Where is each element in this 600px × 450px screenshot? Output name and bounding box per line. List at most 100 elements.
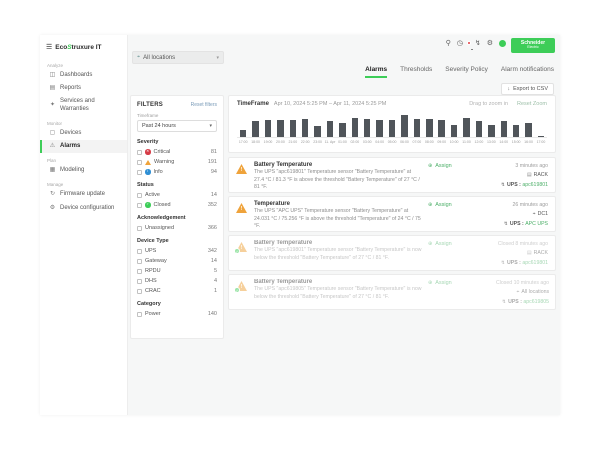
location-filter-dropdown[interactable]: ⌖ All locations ▾ [132, 51, 224, 64]
chart-bar [249, 111, 261, 137]
alarm-time: Closed 10 minutes ago [496, 280, 550, 286]
dhs-count: 4 [213, 278, 217, 284]
warning-triangle-icon: ! [236, 162, 248, 188]
tab-alarm-notifications[interactable]: Alarm notifications [500, 66, 554, 73]
warning-icon [145, 159, 151, 165]
sidebar-item-modeling[interactable]: ▦ Modeling [40, 164, 127, 177]
notification-badge [467, 41, 472, 45]
info-checkbox[interactable] [137, 169, 142, 175]
chart-tick-label: 03:00 [362, 139, 372, 144]
device-configuration-icon: ⚙ [49, 204, 56, 211]
search-icon[interactable]: ⚲ [445, 40, 451, 47]
tab-severity-policy[interactable]: Severity Policy [445, 66, 488, 73]
alarm-location: ▤ RACK [526, 172, 548, 179]
chart-bar [386, 111, 398, 137]
menu-icon[interactable]: ☰ [46, 44, 53, 51]
rack-icon: ▤ [526, 172, 532, 179]
alarm-location: ▤ RACK [526, 250, 548, 257]
alarm-card-closed[interactable]: ! ✓ Battery Temperature The UPS "apc6198… [228, 274, 556, 310]
schneider-electric-logo[interactable]: Schneider Electric [511, 38, 555, 53]
critical-icon: ✕ [145, 149, 151, 155]
active-checkbox[interactable] [137, 192, 142, 198]
critical-checkbox[interactable] [137, 149, 142, 155]
chart-tick-label: 17:00 [238, 139, 248, 144]
sidebar-item-label: Services and Warranties [60, 98, 95, 112]
timeframe-label: Timeframe [137, 113, 159, 118]
assign-button[interactable]: ⊕ Assign [428, 280, 452, 286]
tab-thresholds[interactable]: Thresholds [400, 66, 433, 73]
assign-icon: ⊕ [428, 280, 433, 286]
chart-tick-label: 04:00 [375, 139, 385, 144]
power-checkbox[interactable] [137, 311, 142, 317]
alarm-card-closed[interactable]: ! ✓ Battery Temperature The UPS "apc6198… [228, 235, 556, 271]
chart-tick-label: 13:00 [486, 139, 496, 144]
whats-new-icon[interactable]: ↯ [474, 40, 481, 47]
ups-checkbox[interactable] [137, 248, 142, 254]
sidebar-item-services-warranties[interactable]: ✦ Services and Warranties [40, 95, 127, 115]
user-avatar[interactable] [499, 40, 506, 47]
crac-count: 1 [213, 288, 217, 294]
device-link[interactable]: apc619801 [522, 181, 548, 188]
alarm-time: 26 minutes ago [512, 202, 548, 208]
crac-checkbox[interactable] [137, 288, 142, 294]
reset-zoom-link[interactable]: Reset Zoom [517, 101, 547, 107]
assign-button[interactable]: ⊕ Assign [428, 241, 452, 247]
device-link[interactable]: APC UPS [525, 220, 548, 227]
sidebar-item-reports[interactable]: ▤ Reports [40, 82, 127, 95]
app-window: ☰ EcoStruxure IT Analyze ◫ Dashboards ▤ … [40, 35, 560, 415]
alarm-histogram[interactable] [237, 111, 547, 138]
sidebar-item-dashboards[interactable]: ◫ Dashboards [40, 69, 127, 82]
filter-option-power: Power 140 [137, 311, 217, 317]
alarm-description: The UPS "apc619801" Temperature sensor "… [254, 169, 420, 191]
chart-bar [460, 111, 472, 137]
chart-bar [336, 111, 348, 137]
sidebar-item-devices[interactable]: ▢ Devices [40, 127, 127, 140]
firmware-update-icon: ↻ [49, 191, 56, 198]
chart-bar [448, 111, 460, 137]
chart-bar [299, 111, 311, 137]
sidebar-item-device-configuration[interactable]: ⚙ Device configuration [40, 202, 127, 215]
filter-option-closed: ✓ Closed 352 [137, 202, 217, 208]
device-power-icon: ↯ [500, 181, 506, 188]
chart-bar [535, 111, 547, 137]
history-icon[interactable]: ◷ [456, 40, 463, 47]
assign-button[interactable]: ⊕ Assign [428, 163, 452, 169]
tab-bar: Alarms Thresholds Severity Policy Alarm … [365, 66, 554, 78]
sidebar-item-alarms[interactable]: ⚠ Alarms [40, 139, 127, 154]
ecostruxure-s-glyph: S [67, 43, 72, 51]
settings-gear-icon[interactable]: ⚙ [486, 40, 493, 47]
alarm-card[interactable]: ! Temperature The UPS "APC UPS" Temperat… [228, 196, 556, 232]
unassigned-checkbox[interactable] [137, 225, 142, 231]
unassigned-count: 366 [207, 225, 217, 231]
main-content: ⚲ ◷ ↯ ⚙ Schneider Electric ⌖ All locatio… [128, 35, 560, 415]
chart-tick-label: 16:00 [524, 139, 533, 144]
alarm-card[interactable]: ! Battery Temperature The UPS "apc619801… [228, 157, 556, 193]
sidebar-item-label: Firmware update [60, 191, 106, 198]
location-filter-value: All locations [143, 54, 176, 61]
device-link[interactable]: apc619805 [523, 298, 550, 305]
assign-icon: ⊕ [428, 202, 433, 208]
gateway-checkbox[interactable] [137, 258, 142, 264]
location-pin-icon: ⌖ [532, 211, 536, 218]
warning-checkbox[interactable] [137, 159, 142, 165]
warning-triangle-icon: ! [236, 201, 248, 227]
filter-option-critical: ✕ Critical 81 [137, 149, 217, 155]
chart-bar [349, 111, 361, 137]
filter-option-unassigned: Unassigned 366 [137, 225, 217, 231]
assign-button[interactable]: ⊕ Assign [428, 202, 452, 208]
sidebar-item-firmware-update[interactable]: ↻ Firmware update [40, 188, 127, 201]
tab-alarms[interactable]: Alarms [365, 66, 388, 78]
assign-icon: ⊕ [428, 163, 433, 169]
chart-bar [274, 111, 286, 137]
closed-checkbox[interactable] [137, 202, 142, 208]
cleared-check-icon: ✓ [234, 287, 240, 293]
rpdu-checkbox[interactable] [137, 268, 142, 274]
export-to-csv-button[interactable]: ↓ Export to CSV [501, 83, 554, 95]
alarm-time: 3 minutes ago [515, 163, 548, 169]
reset-filters-link[interactable]: Reset filters [190, 102, 217, 108]
timeframe-select[interactable]: Past 24 hours ▾ [137, 120, 217, 132]
filter-group-severity: Severity [137, 139, 159, 145]
device-link[interactable]: apc619801 [522, 259, 548, 266]
dhs-checkbox[interactable] [137, 278, 142, 284]
gateway-count: 14 [210, 258, 217, 264]
